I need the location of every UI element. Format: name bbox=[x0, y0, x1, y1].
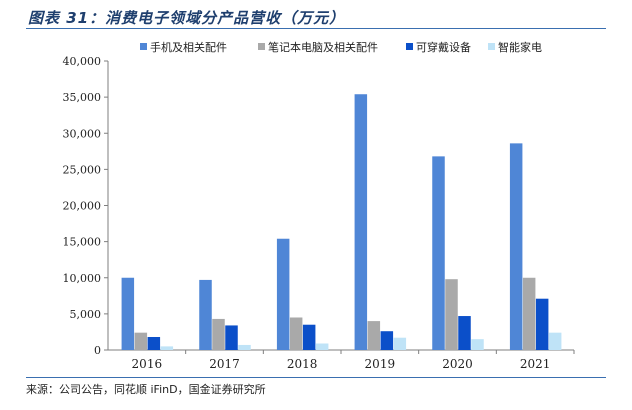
bar bbox=[147, 336, 161, 350]
bar bbox=[238, 344, 251, 350]
bar bbox=[212, 318, 225, 350]
x-tick-label: 2021 bbox=[520, 357, 551, 371]
bar bbox=[393, 337, 407, 350]
bar bbox=[302, 324, 316, 350]
x-tick-label: 2018 bbox=[287, 357, 318, 371]
bar bbox=[367, 321, 381, 350]
bar bbox=[458, 316, 471, 350]
chart-title: 图表 31：消费电子领域分产品营收（万元） bbox=[28, 9, 346, 27]
y-tick-label: 20,000 bbox=[63, 200, 102, 213]
legend-swatch bbox=[488, 43, 495, 50]
x-tick-label: 2016 bbox=[132, 357, 163, 371]
source-divider bbox=[26, 377, 606, 378]
bar bbox=[225, 325, 238, 350]
bar bbox=[289, 317, 303, 350]
bar bbox=[354, 94, 368, 350]
bar bbox=[315, 343, 329, 350]
bar bbox=[471, 339, 484, 350]
bar bbox=[445, 279, 458, 350]
x-tick-label: 2019 bbox=[365, 357, 396, 371]
y-tick-label: 35,000 bbox=[63, 91, 102, 104]
bar bbox=[134, 332, 148, 350]
y-tick-label: 25,000 bbox=[63, 163, 102, 176]
bar bbox=[276, 238, 290, 350]
y-tick-label: 10,000 bbox=[63, 272, 102, 285]
legend-label: 手机及相关配件 bbox=[150, 40, 227, 54]
y-tick-label: 30,000 bbox=[63, 127, 102, 140]
bar bbox=[160, 346, 174, 350]
bar bbox=[548, 332, 562, 350]
legend-label: 可穿戴设备 bbox=[416, 40, 471, 54]
legend-label: 智能家电 bbox=[498, 40, 542, 54]
x-tick-label: 2020 bbox=[442, 357, 473, 371]
bar bbox=[509, 143, 523, 350]
legend-swatch bbox=[258, 43, 265, 50]
bar bbox=[199, 279, 212, 350]
bar bbox=[121, 277, 135, 350]
x-tick-label: 2017 bbox=[209, 357, 240, 371]
title-bar: 图表 31：消费电子领域分产品营收（万元） bbox=[26, 4, 606, 29]
y-tick-label: 40,000 bbox=[63, 55, 102, 68]
bar bbox=[535, 298, 549, 350]
y-tick-label: 0 bbox=[94, 344, 101, 357]
legend-label: 笔记本电脑及相关配件 bbox=[268, 40, 378, 54]
legend-swatch bbox=[140, 43, 147, 50]
bar bbox=[522, 277, 536, 350]
source-note: 来源：公司公告，同花顺 iFinD，国金证券研究所 bbox=[26, 383, 266, 396]
y-tick-label: 15,000 bbox=[63, 236, 102, 249]
bar bbox=[380, 331, 394, 350]
bar bbox=[432, 156, 445, 350]
y-tick-label: 5,000 bbox=[70, 308, 102, 321]
legend-swatch bbox=[406, 43, 413, 50]
